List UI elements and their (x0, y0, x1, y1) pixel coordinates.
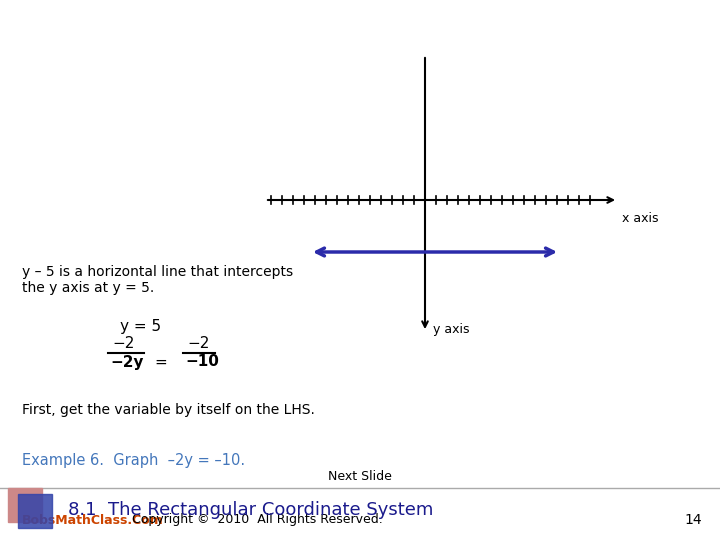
Text: 14: 14 (685, 513, 702, 527)
Text: y = 5: y = 5 (120, 320, 161, 334)
Bar (8, 488, 42, 522)
Text: Copyright ©  2010  All Rights Reserved.: Copyright © 2010 All Rights Reserved. (124, 514, 383, 526)
Text: y – 5 is a horizontal line that intercepts: y – 5 is a horizontal line that intercep… (22, 265, 293, 279)
Text: y axis: y axis (433, 323, 469, 336)
Text: BobsMathClass.Com: BobsMathClass.Com (22, 514, 163, 526)
Text: the y axis at y = 5.: the y axis at y = 5. (22, 281, 154, 295)
Bar (18, 494, 52, 528)
Text: −2: −2 (112, 335, 135, 350)
Text: −10: −10 (185, 354, 219, 369)
Text: −2y: −2y (110, 354, 143, 369)
Text: =: = (154, 354, 167, 369)
Text: −2: −2 (187, 335, 210, 350)
Text: Next Slide: Next Slide (328, 469, 392, 483)
Text: x axis: x axis (622, 212, 659, 225)
Text: First, get the variable by itself on the LHS.: First, get the variable by itself on the… (22, 403, 315, 417)
Text: 8.1  The Rectangular Coordinate System: 8.1 The Rectangular Coordinate System (68, 501, 433, 519)
Text: Example 6.  Graph  –2y = –10.: Example 6. Graph –2y = –10. (22, 453, 245, 468)
